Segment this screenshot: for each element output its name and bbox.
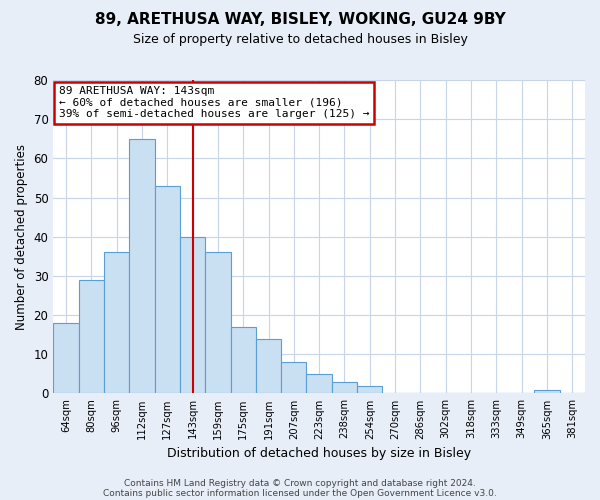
- Bar: [53, 323, 79, 394]
- Text: 89, ARETHUSA WAY, BISLEY, WOKING, GU24 9BY: 89, ARETHUSA WAY, BISLEY, WOKING, GU24 9…: [95, 12, 505, 28]
- Text: Contains HM Land Registry data © Crown copyright and database right 2024.: Contains HM Land Registry data © Crown c…: [124, 478, 476, 488]
- Bar: [256, 338, 281, 394]
- Bar: [104, 252, 129, 394]
- Text: Size of property relative to detached houses in Bisley: Size of property relative to detached ho…: [133, 32, 467, 46]
- Text: Contains public sector information licensed under the Open Government Licence v3: Contains public sector information licen…: [103, 488, 497, 498]
- Bar: [205, 252, 230, 394]
- Y-axis label: Number of detached properties: Number of detached properties: [15, 144, 28, 330]
- Bar: [535, 390, 560, 394]
- Bar: [230, 327, 256, 394]
- Bar: [180, 236, 205, 394]
- X-axis label: Distribution of detached houses by size in Bisley: Distribution of detached houses by size …: [167, 447, 471, 460]
- Bar: [281, 362, 307, 394]
- Bar: [155, 186, 180, 394]
- Text: 89 ARETHUSA WAY: 143sqm
← 60% of detached houses are smaller (196)
39% of semi-d: 89 ARETHUSA WAY: 143sqm ← 60% of detache…: [59, 86, 369, 120]
- Bar: [332, 382, 357, 394]
- Bar: [357, 386, 382, 394]
- Bar: [307, 374, 332, 394]
- Bar: [129, 139, 155, 394]
- Bar: [79, 280, 104, 394]
